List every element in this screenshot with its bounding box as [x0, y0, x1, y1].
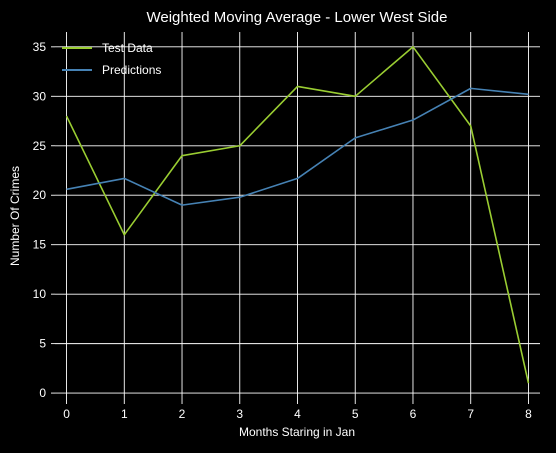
x-tick-label: 1 [121, 407, 128, 421]
y-tick-label: 25 [33, 139, 47, 153]
y-tick-label: 0 [39, 386, 46, 400]
x-tick-label: 8 [525, 407, 532, 421]
x-tick-label: 2 [179, 407, 186, 421]
x-tick-label: 5 [352, 407, 359, 421]
chart-title: Weighted Moving Average - Lower West Sid… [147, 9, 448, 26]
y-tick-label: 5 [39, 337, 46, 351]
x-tick-label: 6 [410, 407, 417, 421]
y-tick-label: 30 [33, 89, 47, 103]
y-tick-label: 20 [33, 188, 47, 202]
legend-label-test-data: Test Data [102, 41, 153, 55]
y-axis-label: Number Of Crimes [8, 166, 22, 266]
x-tick-label: 0 [63, 407, 70, 421]
y-tick-label: 15 [33, 238, 47, 252]
y-tick-label: 35 [33, 40, 47, 54]
x-tick-label: 3 [236, 407, 243, 421]
x-axis-label: Months Staring in Jan [239, 425, 355, 439]
x-tick-label: 4 [294, 407, 301, 421]
legend-label-predictions: Predictions [102, 63, 161, 77]
y-tick-label: 10 [33, 287, 47, 301]
x-tick-label: 7 [467, 407, 474, 421]
